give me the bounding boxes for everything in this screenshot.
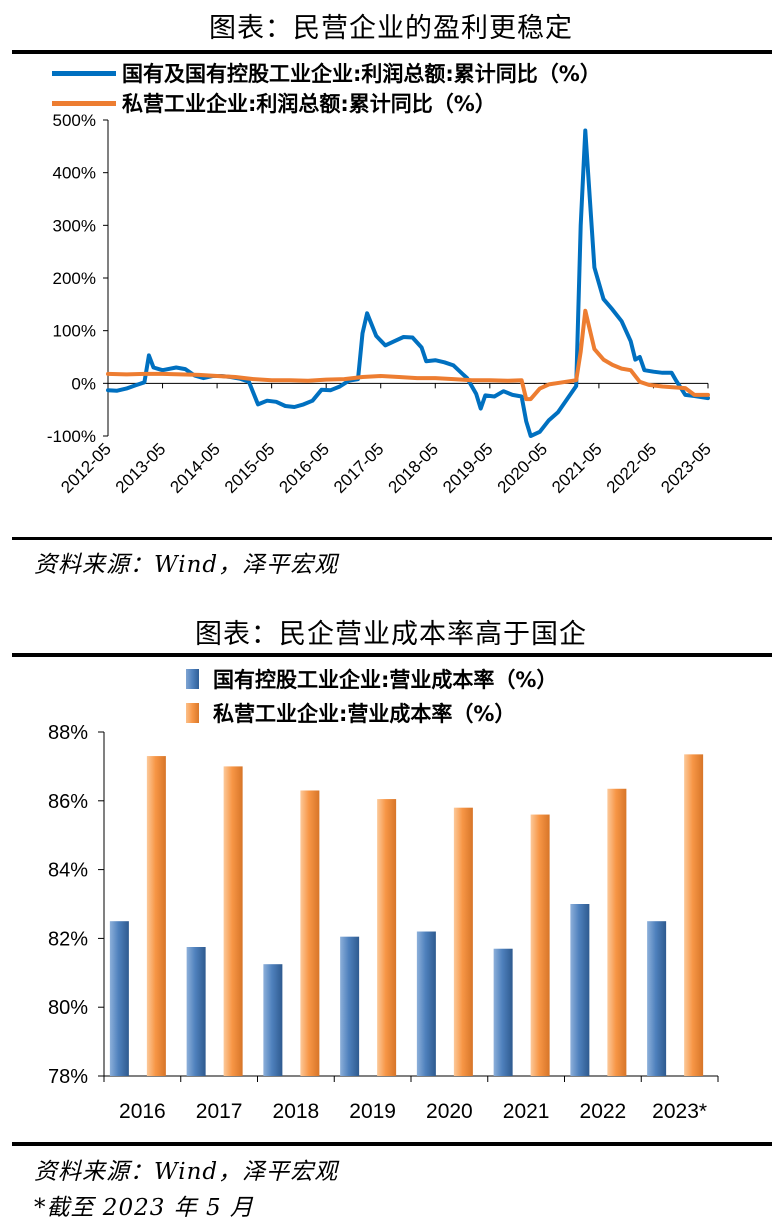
chart2-bar-soe [263, 964, 283, 1076]
chart2-x-tick-label: 2018 [273, 1100, 320, 1123]
chart1-x-tick-label: 2014-05 [166, 439, 224, 497]
chart2-legend-label-private: 私营工业企业:营业成本率（%） [213, 702, 516, 726]
chart1-y-tick-label: 0% [71, 374, 96, 393]
chart2-y-tick-label: 84% [48, 860, 88, 882]
chart2-bar-private [607, 788, 627, 1076]
chart1-legend-item-private: 私营工业企业:利润总额:累计同比（%） [52, 88, 496, 118]
chart2-title: 图表：民企营业成本率高于国企 [195, 619, 587, 650]
chart1-y-tick-label: 400% [53, 164, 96, 183]
chart2-source: 资料来源：Wind，泽平宏观 [34, 1159, 339, 1185]
chart2-bar-private [377, 799, 397, 1076]
chart2-y-tick-label: 80% [48, 997, 88, 1019]
chart2-bar-private [530, 814, 550, 1076]
chart1-x-tick-label: 2013-05 [112, 439, 170, 497]
chart1-x-tick-label: 2018-05 [385, 439, 443, 497]
chart1-legend-item-soe: 国有及国有控股工业企业:利润总额:累计同比（%） [52, 58, 601, 88]
chart1-y-tick-label: 200% [53, 269, 96, 288]
chart1-x-tick-label: 2023-05 [657, 439, 715, 497]
chart1-legend-label-soe: 国有及国有控股工业企业:利润总额:累计同比（%） [122, 62, 601, 86]
chart2-legend-item-soe: 国有控股工业企业:营业成本率（%） [186, 664, 557, 694]
chart1-source: 资料来源：Wind，泽平宏观 [34, 552, 339, 578]
chart2-y-tick-label: 88% [48, 725, 88, 744]
chart2-legend-swatch-private [186, 703, 199, 723]
chart1-line-chart: 500% 400% 300% 200% 100% 0% -100%2012-052013-0… [47, 111, 715, 497]
chart2-x-tick-label: 2017 [196, 1100, 243, 1123]
chart1-x-tick-label: 2015-05 [221, 439, 279, 497]
chart2-bar-private [146, 756, 166, 1076]
chart2-x-tick-label: 2019 [349, 1100, 396, 1123]
chart2-bar-soe [340, 936, 360, 1076]
chart1-top-rule [12, 50, 772, 54]
chart2-legend-swatch-soe [186, 669, 199, 689]
chart2-bar-soe [570, 904, 590, 1076]
chart2-bar-soe [109, 921, 129, 1076]
chart1-series-line-private [106, 308, 710, 402]
chart2-x-tick-label: 2022 [580, 1100, 627, 1123]
chart2-bar-chart: 88% 86% 84% 82% 80% 78% 2016 2017 2018 2019 2020 20… [48, 725, 719, 1123]
chart2-legend-item-private: 私营工业企业:营业成本率（%） [186, 698, 515, 728]
chart1-legend-label-private: 私营工业企业:利润总额:累计同比（%） [122, 92, 496, 116]
chart2-y-tick-label: 78% [48, 1066, 88, 1088]
chart2-y-tick-label: 82% [48, 928, 88, 950]
chart2-top-rule [12, 653, 772, 657]
chart2-bar-soe [647, 921, 667, 1076]
chart1-x-tick-label: 2012-05 [57, 439, 115, 497]
chart1-y-tick-label: 300% [53, 216, 96, 235]
chart2-bar-private [300, 790, 320, 1076]
chart1-x-tick-label: 2017-05 [330, 439, 388, 497]
chart2-note: *截至 2023 年 5 月 [34, 1195, 254, 1221]
chart2-x-tick-label: 2023* [652, 1100, 707, 1123]
chart1-x-tick-label: 2020-05 [494, 439, 552, 497]
chart1-legend-swatch-soe [52, 70, 116, 76]
chart2-legend-label-soe: 国有控股工业企业:营业成本率（%） [213, 668, 558, 692]
chart2-bar-soe [416, 931, 436, 1076]
chart1-y-tick-label: 500% [53, 111, 96, 130]
chart1-y-tick-label: -100% [47, 427, 96, 446]
chart2-bar-soe [186, 947, 206, 1076]
chart2-bar-private [684, 754, 704, 1076]
chart2-bar-private [453, 807, 473, 1076]
chart1-x-tick-label: 2019-05 [439, 439, 497, 497]
chart1-legend-swatch-private [52, 100, 116, 106]
chart2-x-tick-label: 2020 [426, 1100, 473, 1123]
chart1-bottom-rule [12, 537, 772, 540]
chart1-series-line-soe [106, 128, 710, 438]
chart2-y-tick-label: 86% [48, 791, 88, 813]
chart2-x-tick-label: 2021 [503, 1100, 550, 1123]
chart1-y-tick-label: 100% [53, 322, 96, 341]
chart2-bar-soe [493, 948, 513, 1076]
chart1-x-tick-label: 2022-05 [603, 439, 661, 497]
chart1-title: 图表：民营企业的盈利更稳定 [209, 13, 573, 44]
chart2-bar-private [223, 766, 243, 1076]
chart1-x-tick-label: 2016-05 [275, 439, 333, 497]
chart1-x-tick-label: 2021-05 [548, 439, 606, 497]
chart2-x-tick-label: 2016 [119, 1100, 166, 1123]
chart2-bottom-rule [12, 1142, 772, 1146]
